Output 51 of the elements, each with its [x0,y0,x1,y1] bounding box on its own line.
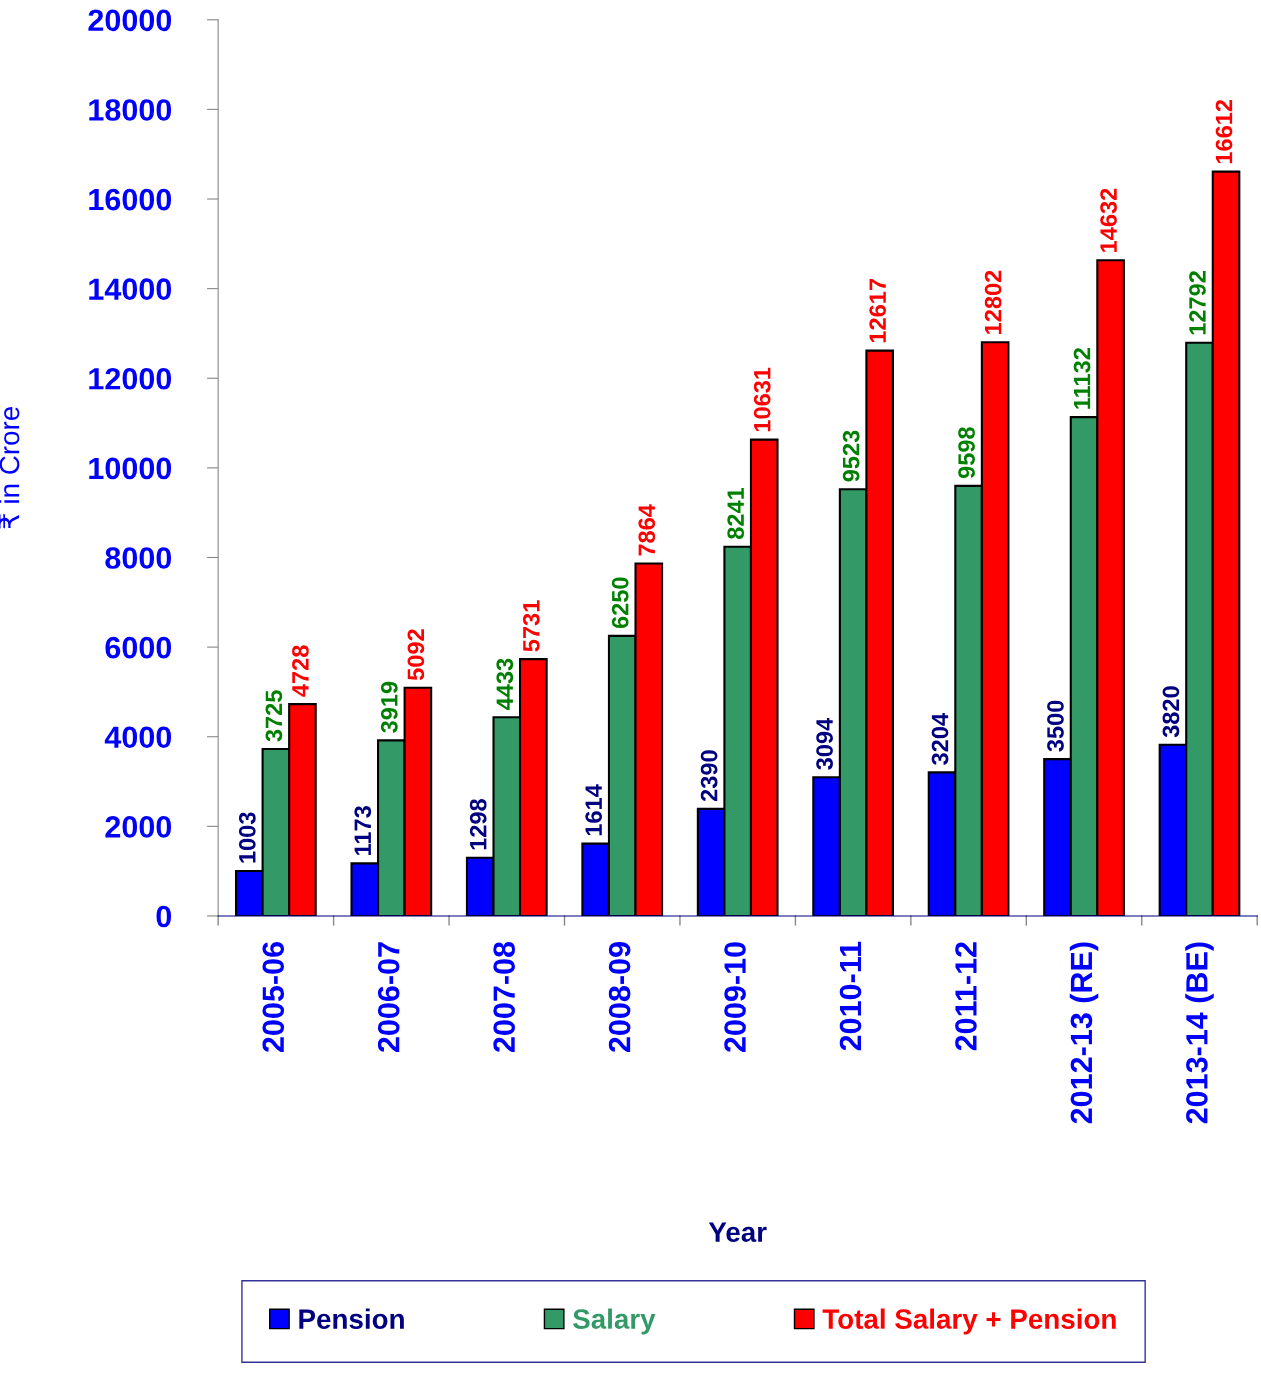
data-label: 9523 [842,430,860,482]
data-label: 12617 [869,279,887,343]
legend-label: Salary [573,1308,656,1335]
data-label: 16612 [1215,99,1233,164]
data-label: 3094 [816,717,833,770]
y-tick-label: 12000 [89,367,172,390]
x-tick-label: 2012-13 (RE) [1069,942,1099,1124]
data-label: 1614 [585,784,603,836]
y-tick-label: 14000 [89,278,172,300]
data-label: 1173 [354,806,372,855]
data-label: 11132 [1073,348,1091,409]
data-label: 4728 [292,645,309,697]
data-label: 2390 [700,750,718,802]
y-tick-label: 10000 [89,457,172,480]
y-tick-label: 16000 [89,188,172,211]
data-label: 9598 [958,427,975,479]
x-axis-title: Year [708,1222,767,1242]
x-tick-label: 2007-08 [493,941,515,1053]
x-tick-label: 2013-14 (BE) [1185,942,1214,1124]
x-tick-label: 2010-11 [839,941,862,1051]
data-label: 5092 [407,629,425,681]
x-tick-label: 2006-07 [377,942,400,1053]
data-label: 1298 [469,799,487,850]
data-label: 3725 [265,690,283,742]
legend-label: Pension [299,1308,404,1329]
data-label: 3204 [931,713,949,765]
x-tick-label: 2005-06 [262,942,285,1053]
y-tick-label: 6000 [105,636,172,659]
data-label: 3919 [380,681,398,733]
data-label: 8241 [727,487,745,539]
x-tick-label: 2011-12 [955,942,977,1051]
y-tick-label: 4000 [104,726,172,749]
data-label: 3500 [1047,700,1064,752]
data-label: 1003 [238,812,256,863]
data-label: 6250 [611,577,629,629]
data-label: 14632 [1100,188,1117,252]
y-tick-label: 18000 [89,99,172,121]
data-label: 3820 [1162,686,1180,738]
data-label: 7864 [638,504,656,556]
data-label: 12792 [1189,271,1206,335]
y-tick-label: 8000 [105,547,172,569]
data-label: 4433 [496,658,514,711]
y-tick-label: 0 [156,905,172,928]
y-tick-label: 20000 [88,9,172,32]
data-label: 5731 [522,600,540,652]
data-label: 10631 [753,367,771,432]
data-label: 12802 [984,270,1002,334]
x-tick-label: 2009-10 [724,942,746,1053]
y-tick-label: 2000 [105,816,172,838]
legend-label: Total Salary + Pension [822,1308,1116,1335]
x-tick-label: 2008-09 [608,942,631,1053]
